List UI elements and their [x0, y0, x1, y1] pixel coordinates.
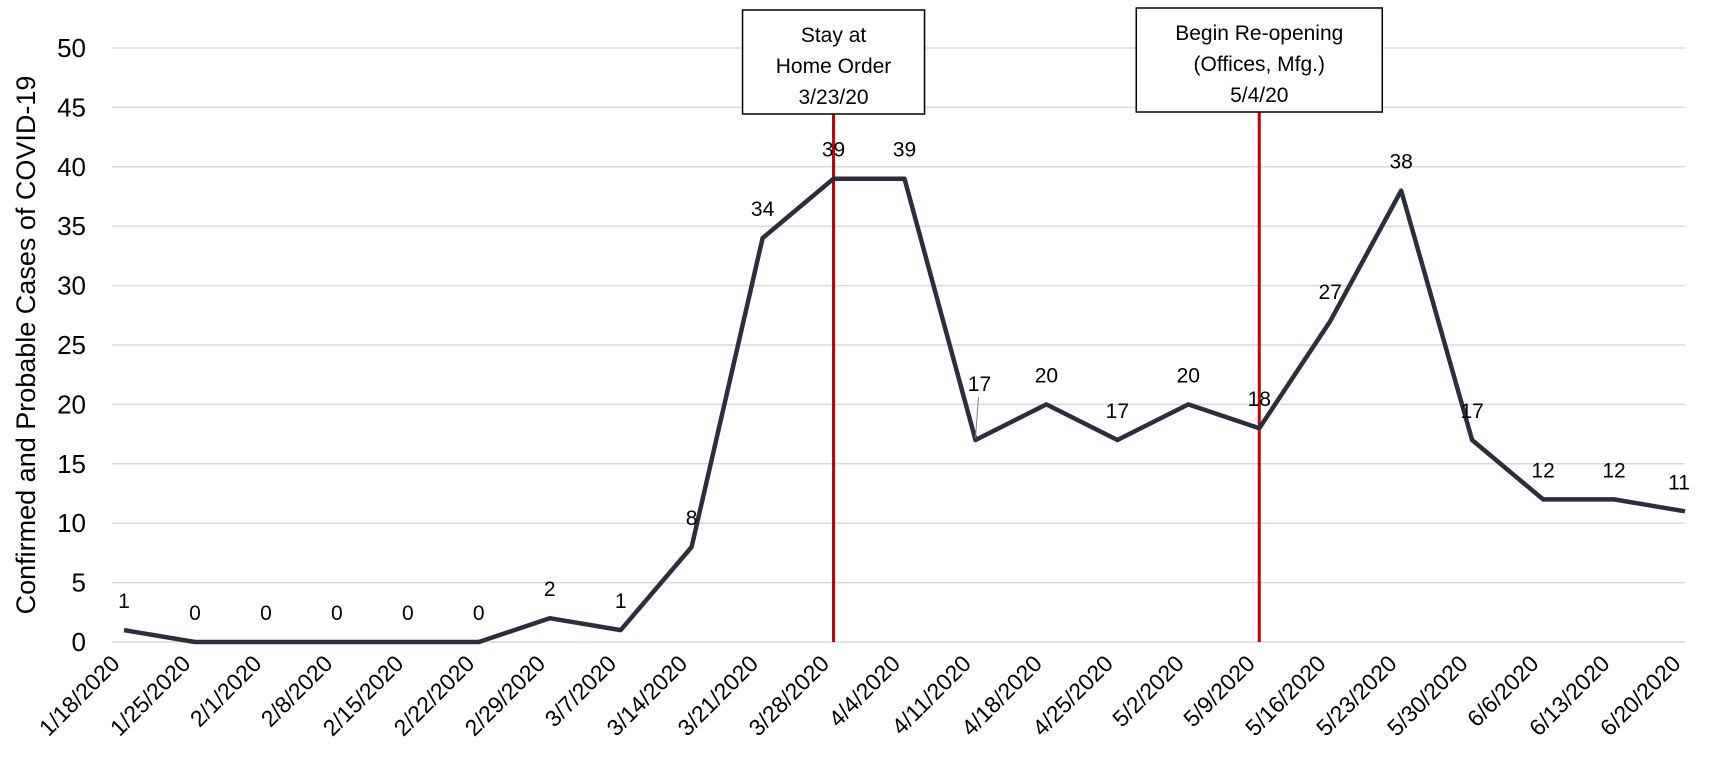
- data-label: 12: [1602, 459, 1625, 482]
- data-label: 0: [331, 602, 343, 625]
- data-label: 2: [544, 578, 556, 601]
- data-label: 0: [473, 602, 485, 625]
- series-polyline: [123, 176, 1686, 645]
- x-axis-ticks: 1/18/20201/25/20202/1/20202/8/20202/15/2…: [34, 650, 1686, 741]
- data-label: 1: [615, 590, 627, 613]
- y-tick-label: 10: [57, 508, 86, 538]
- y-tick-label: 50: [57, 33, 86, 63]
- data-label: 34: [751, 198, 775, 221]
- data-label: 17: [1460, 400, 1483, 423]
- gridlines: [112, 47, 1685, 643]
- data-label: 0: [189, 602, 201, 625]
- y-tick-label: 35: [57, 211, 86, 241]
- data-label: 0: [402, 602, 414, 625]
- y-axis-label: Confirmed and Probable Cases of COVID-19: [11, 76, 41, 615]
- data-label: 8: [686, 507, 698, 530]
- y-tick-label: 20: [57, 389, 86, 419]
- y-tick-label: 15: [57, 449, 86, 479]
- annotation-frame: [1135, 7, 1384, 113]
- data-label: 11: [1668, 471, 1690, 494]
- annotation-text: Begin Re-opening: [1175, 22, 1343, 45]
- annotation-text: (Offices, Mfg.): [1194, 53, 1325, 76]
- data-label: 20: [1177, 364, 1200, 387]
- annotation-frame: [741, 9, 926, 115]
- annotation-text: Home Order: [776, 55, 892, 78]
- annotation-box: Stay at Home Order 3/23/20: [741, 9, 926, 115]
- data-label: 39: [893, 139, 916, 162]
- data-label: 12: [1531, 459, 1554, 482]
- x-tick-label: 2/1/2020: [185, 650, 267, 732]
- y-tick-label: 25: [57, 330, 86, 360]
- event-lines: [832, 112, 1261, 642]
- y-tick-label: 30: [57, 271, 86, 301]
- y-tick-label: 5: [72, 568, 86, 598]
- data-label: 17: [1106, 400, 1129, 423]
- data-label: 18: [1248, 388, 1271, 411]
- leader-line: [974, 397, 979, 439]
- y-tick-label: 45: [57, 92, 86, 122]
- series-line: [123, 176, 1686, 645]
- y-tick-label: 0: [72, 627, 86, 657]
- data-label: 38: [1390, 151, 1413, 174]
- data-label: 27: [1319, 281, 1342, 304]
- data-label: 0: [260, 602, 272, 625]
- x-tick-label: 5/2/2020: [1107, 650, 1189, 732]
- annotation-text: 3/23/20: [799, 86, 869, 109]
- annotation-text: 5/4/20: [1230, 84, 1288, 107]
- data-label: 17: [968, 373, 991, 396]
- event-annotations: Stay at Home Order 3/23/20 Begin Re-opening…: [741, 7, 1384, 115]
- data-label: 20: [1035, 364, 1058, 387]
- data-label: 1: [118, 590, 130, 613]
- data-label: 39: [822, 139, 845, 162]
- y-axis-ticks: 0 5 10 15 20 25 30 35 40 45 50: [57, 33, 86, 657]
- annotation-text: Stay at: [801, 24, 867, 47]
- annotation-box: Begin Re-opening (Offices, Mfg.) 5/4/20: [1135, 7, 1384, 113]
- y-tick-label: 40: [57, 152, 86, 182]
